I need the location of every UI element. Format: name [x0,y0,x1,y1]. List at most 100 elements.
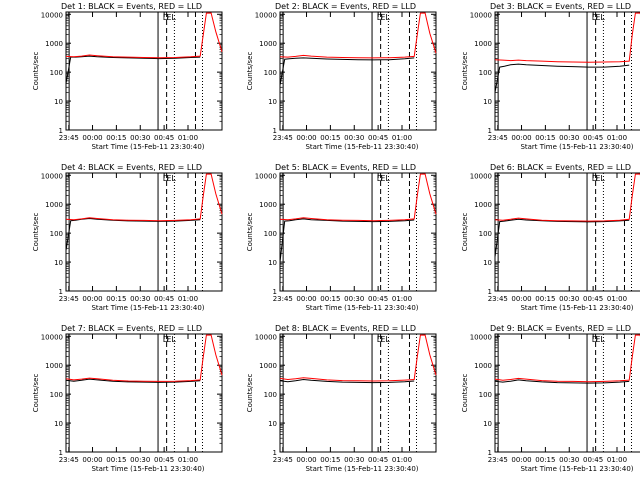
x-tick-label: 23:45 [273,134,293,142]
y-tick-label: 10000 [41,11,63,19]
y-axis-label: Counts/sec [32,374,40,413]
plot-frame [494,333,640,453]
x-tick-label: 23:45 [488,295,508,303]
y-tick-label: 100 [264,391,277,399]
plot-frame [65,172,223,292]
x-tick-label: 00:30 [559,134,579,142]
panel-title: Det 8: BLACK = Events, RED = LLD [275,324,416,333]
series-line-lld [65,173,223,222]
x-tick-label: 00:30 [559,295,579,303]
series-line-events [65,55,201,84]
series-line-events [279,57,415,86]
plot-frame [279,172,437,292]
y-tick-label: 1000 [474,362,492,370]
y-axis-label: Counts/sec [32,213,40,252]
y-tick-label: 100 [50,391,63,399]
x-tick-label: 00:00 [511,295,531,303]
y-tick-label: 10000 [41,172,63,180]
marker-label: D [377,13,383,22]
x-tick-label: 00:45 [368,295,388,303]
x-tick-label: 23:45 [59,456,79,464]
x-tick-label: 23:45 [59,295,79,303]
y-tick-label: 10 [483,420,492,428]
x-tick-label: 00:15 [535,134,555,142]
y-tick-label: 1 [273,127,277,135]
series-line-lld [65,334,223,382]
marker-label: E [595,13,600,22]
marker-label: D [163,335,169,344]
x-tick-label: 01:00 [178,295,198,303]
x-tick-label: 01:00 [607,295,627,303]
y-tick-label: 100 [479,69,492,77]
y-tick-label: 1 [59,449,63,457]
series-line-events [65,217,201,251]
plot-frame [279,333,437,453]
x-axis-label: Start Time (15-Feb-11 23:30:40) [305,304,418,312]
x-axis-label: Start Time (15-Feb-11 23:30:40) [91,465,204,473]
y-tick-label: 100 [50,230,63,238]
x-axis-label: Start Time (15-Feb-11 23:30:40) [520,465,633,473]
x-tick-label: 00:15 [535,295,555,303]
x-tick-label: 01:00 [392,295,412,303]
x-axis-label: Start Time (15-Feb-11 23:30:40) [305,143,418,151]
marker-label: E [380,174,385,183]
y-tick-label: 100 [479,230,492,238]
x-tick-label: 00:45 [154,295,174,303]
y-tick-label: 100 [50,69,63,77]
y-axis-label: Counts/sec [461,213,469,252]
marker-label: L [600,13,605,22]
x-axis-label: Start Time (15-Feb-11 23:30:40) [91,304,204,312]
panel-8: Det 8: BLACK = Events, RED = LLD 1 10 100 10… [246,324,437,473]
panel-title: Det 4: BLACK = Events, RED = LLD [61,163,202,172]
y-tick-label: 1000 [45,40,63,48]
panel-title: Det 3: BLACK = Events, RED = LLD [490,2,631,11]
marker-label: E [380,13,385,22]
series-line-lld [494,12,640,63]
series-line-lld [279,12,437,59]
x-tick-label: 01:00 [392,134,412,142]
y-tick-label: 100 [264,230,277,238]
panel-title: Det 9: BLACK = Events, RED = LLD [490,324,631,333]
x-tick-label: 00:15 [320,295,340,303]
x-tick-label: 00:45 [368,456,388,464]
marker-label: E [595,174,600,183]
x-tick-label: 23:45 [273,295,293,303]
y-tick-label: 1 [488,449,492,457]
series-line-events [279,378,415,384]
x-axis-label: Start Time (15-Feb-11 23:30:40) [91,143,204,151]
y-tick-label: 1000 [45,362,63,370]
x-tick-label: 00:15 [320,134,340,142]
y-tick-label: 10 [54,98,63,106]
x-tick-label: 00:30 [559,456,579,464]
y-tick-label: 10000 [470,333,492,341]
x-tick-label: 23:45 [488,134,508,142]
marker-label: D [163,13,169,22]
marker-label: L [385,13,390,22]
x-tick-label: 00:45 [583,456,603,464]
y-tick-label: 1000 [474,201,492,209]
y-tick-label: 10000 [255,11,277,19]
plot-frame [65,11,223,131]
series-line-lld [279,173,437,222]
x-axis-label: Start Time (15-Feb-11 23:30:40) [520,304,633,312]
marker-label: E [595,335,600,344]
x-tick-label: 01:00 [607,456,627,464]
x-tick-label: 00:45 [154,134,174,142]
panel-title: Det 2: BLACK = Events, RED = LLD [275,2,416,11]
x-tick-label: 23:45 [273,456,293,464]
x-tick-label: 00:45 [154,456,174,464]
x-tick-label: 01:00 [607,134,627,142]
panel-3: Det 3: BLACK = Events, RED = LLD 1 10 100 10… [461,2,640,151]
x-tick-label: 00:15 [106,295,126,303]
marker-label: L [171,13,176,22]
y-axis-label: Counts/sec [246,213,254,252]
marker-label: D [592,335,598,344]
x-tick-label: 00:00 [511,134,531,142]
y-tick-label: 10 [54,259,63,267]
y-tick-label: 10000 [470,11,492,19]
panel-6: Det 6: BLACK = Events, RED = LLD 1 10 100 10… [461,163,640,312]
y-axis-label: Counts/sec [461,374,469,413]
panel-title: Det 6: BLACK = Events, RED = LLD [490,163,631,172]
x-tick-label: 00:45 [368,134,388,142]
